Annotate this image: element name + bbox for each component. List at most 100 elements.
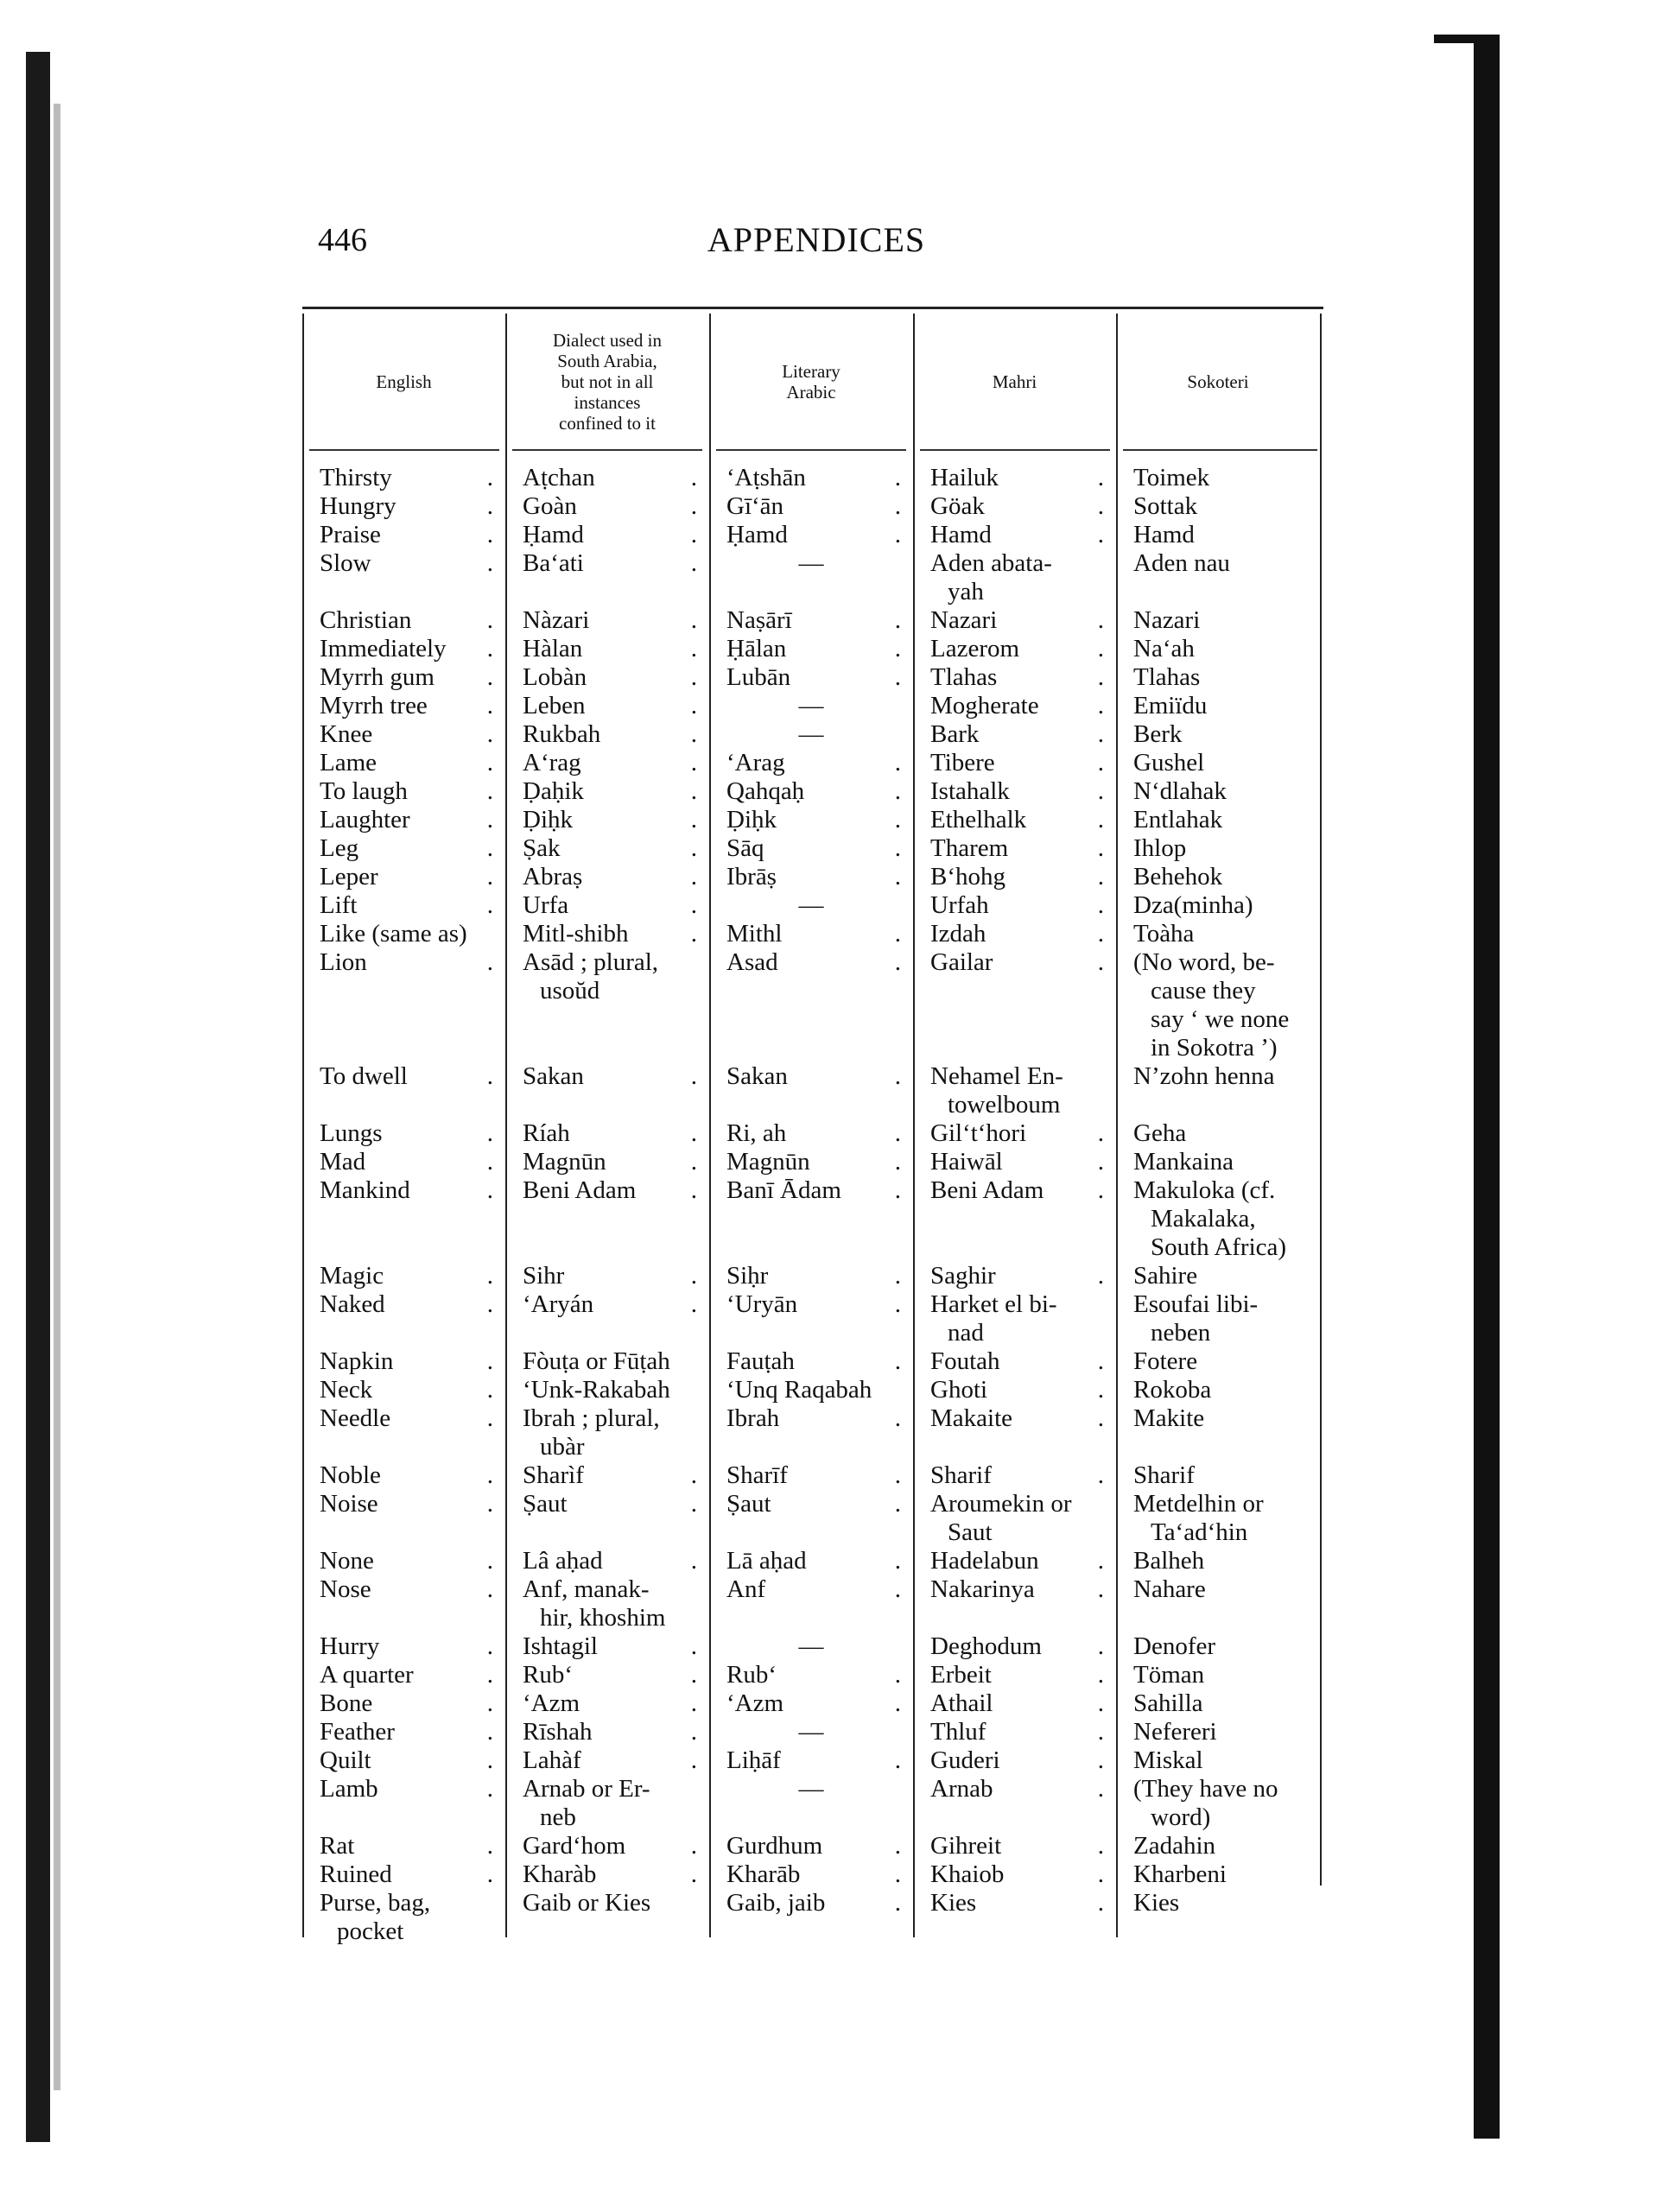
cell-text: Leper <box>320 863 378 891</box>
cell-literary-arabic: Ibrāṣ. <box>709 863 913 891</box>
cell-text: Neck <box>320 1376 373 1404</box>
cell-sokoteri: N‘dlahak <box>1116 777 1320 806</box>
cell-text: Ishtagil <box>523 1632 598 1660</box>
cell-text: A quarter <box>320 1661 414 1689</box>
cell-text: Kies <box>1133 1889 1180 1917</box>
cell-sokoteri: Aden nau <box>1116 549 1320 606</box>
cell-english: Immediately. <box>302 635 505 663</box>
column-divider <box>1320 314 1322 1886</box>
dot-leader: . <box>690 720 697 748</box>
cell-english: Knee. <box>302 720 505 749</box>
cell-text: Magnūn <box>726 1148 810 1176</box>
cell-mahri: B‘hohg. <box>913 863 1116 891</box>
dot-leader: . <box>690 834 697 862</box>
cell-text: Naṣārī <box>726 606 792 634</box>
cell-text: Leben <box>523 692 586 719</box>
cell-text: Ṣak <box>523 834 561 862</box>
cell-text: Tlahas <box>930 663 998 691</box>
cell-text: Slow <box>320 549 371 577</box>
cell-text: Sharif <box>930 1461 992 1489</box>
cell-literary-arabic: Liḥāf. <box>709 1746 913 1775</box>
cell-literary-arabic: — <box>709 1632 913 1661</box>
cell-text: Gī‘ān <box>726 492 784 520</box>
cell-mahri: Mogherate. <box>913 692 1116 720</box>
cell-text: Knee <box>320 720 373 748</box>
table-body: Thirsty. Aṭchan. ‘Aṭshān. Hailuk. Toimek Hung… <box>302 464 1320 1946</box>
cell-text: Beni Adam <box>523 1176 637 1204</box>
cell-dialect: Abraṣ. <box>505 863 709 891</box>
dot-leader: . <box>690 1632 697 1660</box>
cell-text: A‘rag <box>523 749 581 776</box>
dot-leader: . <box>486 891 493 919</box>
cell-text: Gaib, jaib <box>726 1889 826 1917</box>
cell-sokoteri: Nazari <box>1116 606 1320 635</box>
cell-text: Nahare <box>1133 1575 1206 1603</box>
cell-text: Sahilla <box>1133 1689 1203 1717</box>
cell-text: To laugh <box>320 777 408 805</box>
cell-dialect: Ḍiḥk. <box>505 806 709 834</box>
cell-text: Aṭchan <box>523 464 595 491</box>
cell-english: Rat. <box>302 1832 505 1860</box>
cell-sokoteri: Zadahin <box>1116 1832 1320 1860</box>
cell-text: Ṣaut <box>523 1490 568 1518</box>
cell-text: Gaib or Kies <box>523 1889 651 1917</box>
cell-dialect: Ṣak. <box>505 834 709 863</box>
cell-text: — <box>798 549 824 577</box>
cell-english: Laughter. <box>302 806 505 834</box>
cell-text: Makaite <box>930 1404 1013 1432</box>
cell-literary-arabic: ‘Uryān. <box>709 1290 913 1347</box>
cell-text: Na‘ah <box>1133 635 1195 662</box>
cell-literary-arabic: Mithl. <box>709 920 913 948</box>
cell-text: Esoufai libi- neben <box>1133 1290 1259 1347</box>
dot-leader: . <box>894 1889 901 1917</box>
cell-literary-arabic: — <box>709 720 913 749</box>
cell-literary-arabic: Gurdhum. <box>709 1832 913 1860</box>
cell-text: Sharif <box>1133 1461 1195 1489</box>
cell-text: Foutah <box>930 1347 1000 1375</box>
cell-text: Mankaina <box>1133 1148 1234 1176</box>
cell-english: Slow. <box>302 549 505 606</box>
cell-text: (No word, be- cause they say ‘ we none i… <box>1133 948 1290 1062</box>
cell-english: Mankind. <box>302 1176 505 1262</box>
dot-leader: . <box>1097 1718 1104 1746</box>
cell-literary-arabic: Magnūn. <box>709 1148 913 1176</box>
cell-english: Christian. <box>302 606 505 635</box>
cell-literary-arabic: ‘Aṭshān. <box>709 464 913 492</box>
dot-leader: . <box>486 1376 493 1404</box>
dot-leader: . <box>1097 920 1104 948</box>
cell-text: Bark <box>930 720 980 748</box>
cell-literary-arabic: Ḥamd. <box>709 521 913 549</box>
dot-leader: . <box>486 521 493 548</box>
cell-dialect: Nàzari. <box>505 606 709 635</box>
cell-text: — <box>798 720 824 748</box>
cell-text: Beni Adam <box>930 1176 1044 1204</box>
dot-leader: . <box>690 891 697 919</box>
cell-text: Mogherate <box>930 692 1039 719</box>
cell-english: Lungs. <box>302 1119 505 1148</box>
cell-text: Fòuṭa or Fūṭah <box>523 1347 670 1375</box>
page-number: 446 <box>318 222 367 258</box>
cell-text: Ibrāṣ <box>726 863 777 891</box>
dot-leader: . <box>486 777 493 805</box>
cell-dialect: Sharìf. <box>505 1461 709 1490</box>
dot-leader: . <box>1097 806 1104 833</box>
running-head: APPENDICES <box>707 220 926 259</box>
cell-text: N‘dlahak <box>1133 777 1227 805</box>
cell-dialect: Ṣaut. <box>505 1490 709 1547</box>
cell-sokoteri: Nefereri <box>1116 1718 1320 1746</box>
cell-sokoteri: Tlahas <box>1116 663 1320 692</box>
dot-leader: . <box>486 1062 493 1090</box>
cell-text: Nàzari <box>523 606 590 634</box>
cell-text: Miskal <box>1133 1746 1203 1774</box>
cell-english: Ruined. <box>302 1860 505 1889</box>
cell-text: Izdah <box>930 920 986 948</box>
dot-leader: . <box>894 1148 901 1176</box>
cell-literary-arabic: Ṣaut. <box>709 1490 913 1547</box>
cell-literary-arabic: Gaib, jaib. <box>709 1889 913 1946</box>
cell-english: None. <box>302 1547 505 1575</box>
cell-literary-arabic: Asad. <box>709 948 913 1062</box>
dot-leader: . <box>486 492 493 520</box>
dot-leader: . <box>690 863 697 891</box>
dot-leader: . <box>1097 1461 1104 1489</box>
dot-leader: . <box>894 635 901 662</box>
